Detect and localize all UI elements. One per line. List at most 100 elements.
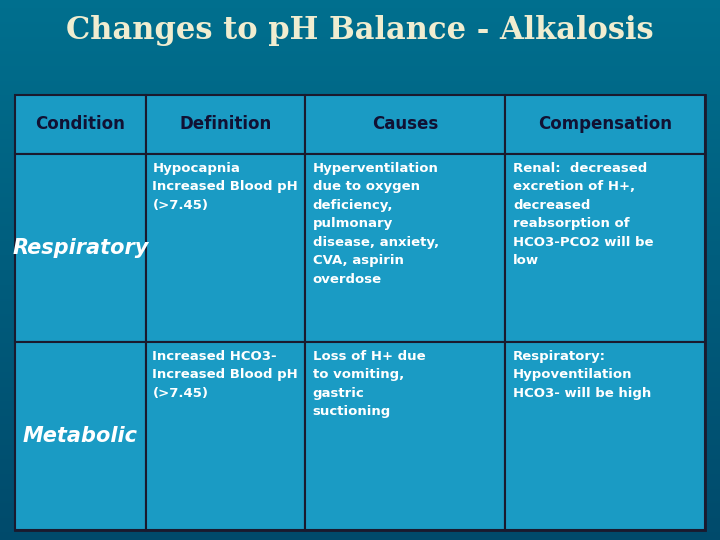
Bar bbox=[0, 228, 720, 229]
Bar bbox=[0, 48, 720, 49]
Bar bbox=[0, 294, 720, 295]
Bar bbox=[0, 461, 720, 462]
Bar bbox=[0, 73, 720, 74]
Bar bbox=[0, 233, 720, 234]
Bar bbox=[0, 326, 720, 327]
Bar bbox=[0, 198, 720, 199]
Bar bbox=[0, 426, 720, 427]
Bar bbox=[0, 25, 720, 26]
Bar bbox=[0, 422, 720, 423]
Bar bbox=[0, 112, 720, 113]
Bar bbox=[0, 315, 720, 316]
Bar bbox=[0, 38, 720, 39]
Bar bbox=[0, 377, 720, 378]
Bar bbox=[0, 310, 720, 311]
Bar bbox=[0, 470, 720, 471]
Bar bbox=[0, 172, 720, 173]
Bar bbox=[0, 67, 720, 68]
Bar bbox=[0, 319, 720, 320]
Text: Respiratory: Respiratory bbox=[12, 238, 149, 258]
Bar bbox=[0, 158, 720, 159]
Bar bbox=[0, 71, 720, 72]
Bar bbox=[0, 105, 720, 106]
Bar bbox=[0, 122, 720, 123]
Bar bbox=[0, 519, 720, 520]
Bar bbox=[0, 332, 720, 333]
Bar bbox=[0, 475, 720, 476]
Bar bbox=[0, 497, 720, 498]
Bar bbox=[0, 106, 720, 107]
Bar bbox=[0, 513, 720, 514]
Bar bbox=[0, 50, 720, 51]
Bar bbox=[0, 432, 720, 433]
Bar bbox=[0, 236, 720, 237]
Bar bbox=[0, 77, 720, 78]
Bar bbox=[0, 375, 720, 376]
Bar bbox=[0, 411, 720, 412]
Bar bbox=[0, 430, 720, 431]
Bar bbox=[0, 306, 720, 307]
Bar bbox=[0, 177, 720, 178]
Bar bbox=[0, 350, 720, 351]
Bar bbox=[0, 478, 720, 479]
Bar bbox=[0, 129, 720, 130]
Bar bbox=[0, 408, 720, 409]
Bar bbox=[0, 439, 720, 440]
Bar bbox=[0, 424, 720, 425]
Bar bbox=[0, 389, 720, 390]
Bar bbox=[0, 141, 720, 142]
Bar bbox=[0, 421, 720, 422]
Bar bbox=[0, 252, 720, 253]
Bar bbox=[0, 62, 720, 63]
Bar bbox=[0, 381, 720, 382]
Bar bbox=[0, 107, 720, 108]
Bar bbox=[0, 320, 720, 321]
Bar bbox=[0, 82, 720, 83]
Bar bbox=[0, 440, 720, 441]
Bar bbox=[0, 196, 720, 197]
Bar bbox=[0, 115, 720, 116]
Bar bbox=[0, 246, 720, 247]
Bar bbox=[0, 193, 720, 194]
Bar bbox=[0, 152, 720, 153]
Bar bbox=[0, 201, 720, 202]
Bar bbox=[0, 21, 720, 22]
Bar bbox=[0, 170, 720, 171]
Bar bbox=[0, 123, 720, 124]
Bar bbox=[0, 396, 720, 397]
Bar bbox=[0, 520, 720, 521]
Bar bbox=[0, 498, 720, 499]
Bar bbox=[0, 536, 720, 537]
Bar bbox=[0, 118, 720, 119]
Bar bbox=[0, 222, 720, 223]
Bar bbox=[0, 181, 720, 182]
Bar bbox=[0, 423, 720, 424]
Bar bbox=[0, 258, 720, 259]
Bar bbox=[0, 508, 720, 509]
Text: Increased HCO3-
Increased Blood pH
(>7.45): Increased HCO3- Increased Blood pH (>7.4… bbox=[153, 350, 298, 400]
Bar bbox=[0, 351, 720, 352]
Bar bbox=[0, 224, 720, 225]
Bar bbox=[0, 265, 720, 266]
Bar bbox=[0, 504, 720, 505]
Bar bbox=[0, 61, 720, 62]
Bar bbox=[0, 80, 720, 81]
Bar bbox=[0, 13, 720, 14]
Bar bbox=[0, 60, 720, 61]
Bar bbox=[0, 207, 720, 208]
Bar bbox=[0, 39, 720, 40]
Bar bbox=[0, 405, 720, 406]
Bar bbox=[0, 452, 720, 453]
Bar bbox=[0, 259, 720, 260]
Bar bbox=[505, 154, 705, 342]
Bar bbox=[15, 342, 146, 530]
Bar bbox=[0, 63, 720, 64]
Bar bbox=[0, 104, 720, 105]
Bar bbox=[0, 182, 720, 183]
Bar bbox=[0, 409, 720, 410]
Text: Compensation: Compensation bbox=[538, 116, 672, 133]
Bar bbox=[0, 192, 720, 193]
Bar bbox=[0, 505, 720, 506]
Bar bbox=[15, 95, 146, 154]
Bar bbox=[0, 429, 720, 430]
